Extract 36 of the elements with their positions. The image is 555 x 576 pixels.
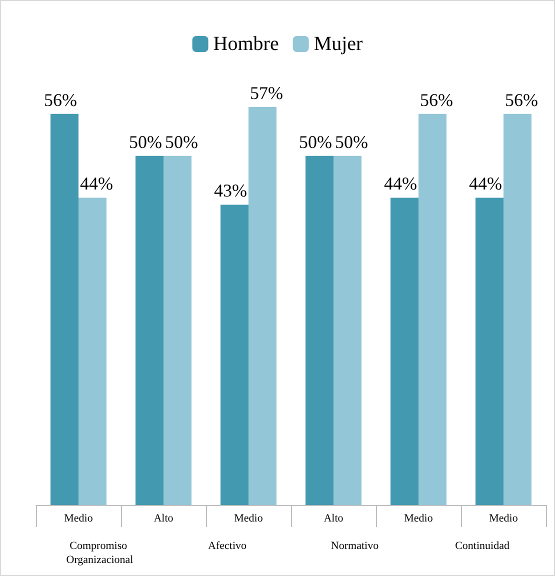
data-label: 50% bbox=[299, 132, 332, 152]
bar bbox=[248, 106, 276, 505]
data-label: 44% bbox=[469, 174, 502, 194]
data-label: 50% bbox=[335, 132, 368, 152]
x-tick-label: Alto bbox=[154, 512, 174, 524]
data-label: 56% bbox=[44, 90, 77, 110]
data-label: 50% bbox=[129, 132, 162, 152]
bar bbox=[164, 156, 192, 505]
x-tick-label: Medio bbox=[404, 512, 434, 524]
data-label: 50% bbox=[165, 132, 198, 152]
bar bbox=[504, 114, 532, 505]
x-tick-label: Medio bbox=[64, 512, 94, 524]
bar bbox=[136, 156, 164, 505]
bar bbox=[306, 156, 334, 505]
bar bbox=[78, 198, 106, 505]
bar bbox=[50, 114, 78, 505]
data-label: 44% bbox=[384, 174, 417, 194]
x-tick-label: Medio bbox=[234, 512, 264, 524]
data-label: 43% bbox=[214, 180, 247, 201]
data-label: 56% bbox=[505, 90, 538, 110]
x-tick-label: Alto bbox=[324, 512, 344, 524]
legend-label: Hombre bbox=[213, 33, 279, 55]
text: Normativo bbox=[330, 540, 380, 552]
bar bbox=[476, 198, 504, 505]
bar bbox=[390, 198, 418, 505]
text: Afectivo bbox=[208, 540, 247, 552]
legend-label: Mujer bbox=[314, 33, 364, 55]
text: Compromiso Organizacional bbox=[66, 540, 134, 566]
data-label: 57% bbox=[250, 82, 283, 103]
text: Continuidad bbox=[455, 540, 510, 552]
data-label: 44% bbox=[80, 174, 113, 194]
x-tick-label: Medio bbox=[489, 512, 518, 524]
bar bbox=[220, 204, 248, 505]
bar bbox=[334, 156, 362, 505]
bar bbox=[418, 114, 446, 505]
data-label: 56% bbox=[420, 90, 453, 110]
